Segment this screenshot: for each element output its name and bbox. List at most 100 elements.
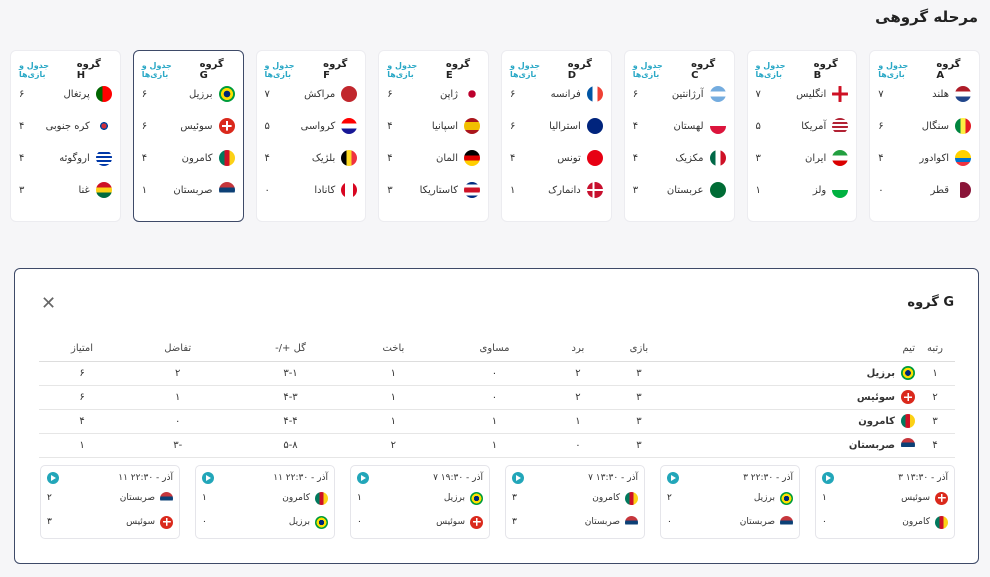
column-header: تیم [675,337,915,362]
column-header: مساوی [435,337,553,362]
match-card[interactable]: ۷ آذر - ۱۹:۳۰ برزیل ۱ سوئیس ۰ [350,465,490,539]
w-cell: ۰ [553,433,603,458]
team-name: اسپانیا [431,120,458,132]
match-team-row: کامرون ۳ [512,487,638,509]
br-flag-icon [315,515,328,529]
rs-flag-icon [780,515,793,529]
match-team-name: سوئیس [126,517,155,527]
match-header: ۷ آذر - ۱۹:۳۰ [357,471,483,485]
team-name: تونس [557,152,581,164]
ch-flag-icon [470,515,483,529]
match-score: ۰ [822,517,827,527]
play-icon[interactable] [822,472,834,484]
play-icon[interactable] [512,472,524,484]
play-icon[interactable] [202,472,214,484]
team-points: ۶ [510,88,516,100]
group-team-row: برزیل ۶ [142,78,235,110]
be-flag-icon [341,150,358,166]
de-flag-icon [464,150,480,166]
group-table-link[interactable]: جدول و بازی‌ها [878,61,909,79]
match-score: ۳ [512,493,517,503]
d-cell: ۱ [435,409,553,434]
group-table-link[interactable]: جدول و بازی‌ها [141,61,172,79]
group-card[interactable]: گروه D جدول و بازی‌ها فرانسه ۶ استرالیا ۶ تونس… [501,50,612,222]
group-card[interactable]: گروه G جدول و بازی‌ها برزیل ۶ سوئیس ۶ کامرون ۴ ص… [132,50,244,222]
group-card-header: گروه A جدول و بازی‌ها [878,59,971,81]
group-table-link[interactable]: جدول و بازی‌ها [387,61,418,79]
pl-flag-icon [709,118,726,134]
column-header: برد [553,337,603,362]
team-points: ۵ [264,120,270,132]
pts-cell: ۴ [39,409,126,434]
play-icon[interactable] [357,472,369,484]
team-name: ژاپن [439,88,458,100]
group-card[interactable]: گروه H جدول و بازی‌ها پرتغال ۶ کره جنوبی ۴ ارو… [10,50,121,222]
match-card[interactable]: ۱۱ آذر - ۲۲:۳۰ کامرون ۱ برزیل ۰ [195,465,335,539]
team-name: استرالیا [549,120,581,132]
close-icon[interactable]: ✕ [41,293,57,314]
group-card[interactable]: گروه E جدول و بازی‌ها ژاپن ۶ اسپانیا ۴ المان ۴ ک… [378,50,489,222]
group-card[interactable]: گروه F جدول و بازی‌ها مراکش ۷ کرواسی ۵ بلژیک ۴ ک… [255,50,367,222]
dk-flag-icon [586,182,603,198]
group-team-row: اکوادور ۴ [878,142,971,174]
team-name: کامرون [858,415,895,427]
team-points: ۴ [510,152,516,164]
br-flag-icon [218,86,235,102]
group-team-row: تونس ۴ [510,142,603,174]
au-flag-icon [586,118,603,134]
team-name: کرواسی [300,120,336,132]
match-card[interactable]: ۳ آذر - ۱۳:۳۰ سوئیس ۱ کامرون ۰ [815,465,955,539]
group-table-link[interactable]: جدول و بازی‌ها [510,61,541,79]
group-table-link[interactable]: جدول و بازی‌ها [632,61,663,79]
team-name: کانادا [314,184,336,196]
team-points: ۳ [19,184,25,196]
team-points: ۶ [878,120,884,132]
match-team-name: برزیل [443,493,465,503]
p-cell: ۳ [602,433,675,458]
team-name: سوئیس [856,391,895,403]
d-cell: ۰ [435,385,553,410]
group-card[interactable]: گروه B جدول و بازی‌ها انگلیس ۷ آمریکا ۵ ایران ۳… [746,50,858,222]
group-card[interactable]: گروه A جدول و بازی‌ها هلند ۷ سنگال ۶ اکوادور ۴ ق… [869,50,980,222]
team-points: ۰ [878,184,884,196]
team-name: سنگال [921,120,949,132]
group-name: گروه D [567,59,592,81]
play-icon[interactable] [667,472,679,484]
ch-flag-icon [160,515,173,529]
team-cell-inner: سوئیس [675,390,915,404]
ch-flag-icon [901,390,915,404]
tn-flag-icon [586,150,603,166]
match-date: ۳ آذر - ۱۳:۳۰ [898,473,948,483]
group-card-header: گروه B جدول و بازی‌ها [755,59,849,81]
group-team-row: کرواسی ۵ [265,110,358,142]
ir-flag-icon [832,150,849,166]
team-points: ۱ [510,184,516,196]
column-header: رتبه [915,337,955,362]
w-cell: ۲ [553,361,603,386]
d-cell: ۰ [435,361,553,386]
group-card[interactable]: گروه C جدول و بازی‌ها آرژانتین ۶ لهستان ۴ مکزی… [623,50,735,222]
match-card[interactable]: ۷ آذر - ۱۳:۳۰ کامرون ۳ صربستان ۳ [505,465,645,539]
group-team-row: صربستان ۱ [142,174,235,206]
group-table-link[interactable]: جدول و بازی‌ها [264,61,295,79]
team-points: ۴ [632,152,639,164]
team-cell: برزیل [675,361,915,386]
nl-flag-icon [955,86,971,102]
us-flag-icon [832,118,849,134]
group-detail-panel: ✕ گروه G رتبه تیم بازی برد مساوی باخت گل +/- تف… [14,268,979,564]
br-flag-icon [901,366,915,380]
match-team-name: سوئیس [436,517,465,527]
group-team-row: ژاپن ۶ [387,78,480,110]
column-header: بازی [602,337,675,362]
ch-flag-icon [935,491,948,505]
match-card[interactable]: ۳ آذر - ۲۲:۳۰ برزیل ۲ صربستان ۰ [660,465,800,539]
g-cell: ۴-۳ [230,385,351,410]
play-icon[interactable] [47,472,59,484]
team-name: هلند [932,88,949,100]
match-team-row: سوئیس ۰ [357,511,483,533]
team-points: ۴ [878,152,884,164]
group-table-link[interactable]: جدول و بازی‌ها [755,61,786,79]
match-card[interactable]: ۱۱ آذر - ۲۲:۳۰ صربستان ۲ سوئیس ۳ [40,465,180,539]
match-score: ۱ [357,493,362,503]
group-table-link[interactable]: جدول و بازی‌ها [19,61,50,79]
